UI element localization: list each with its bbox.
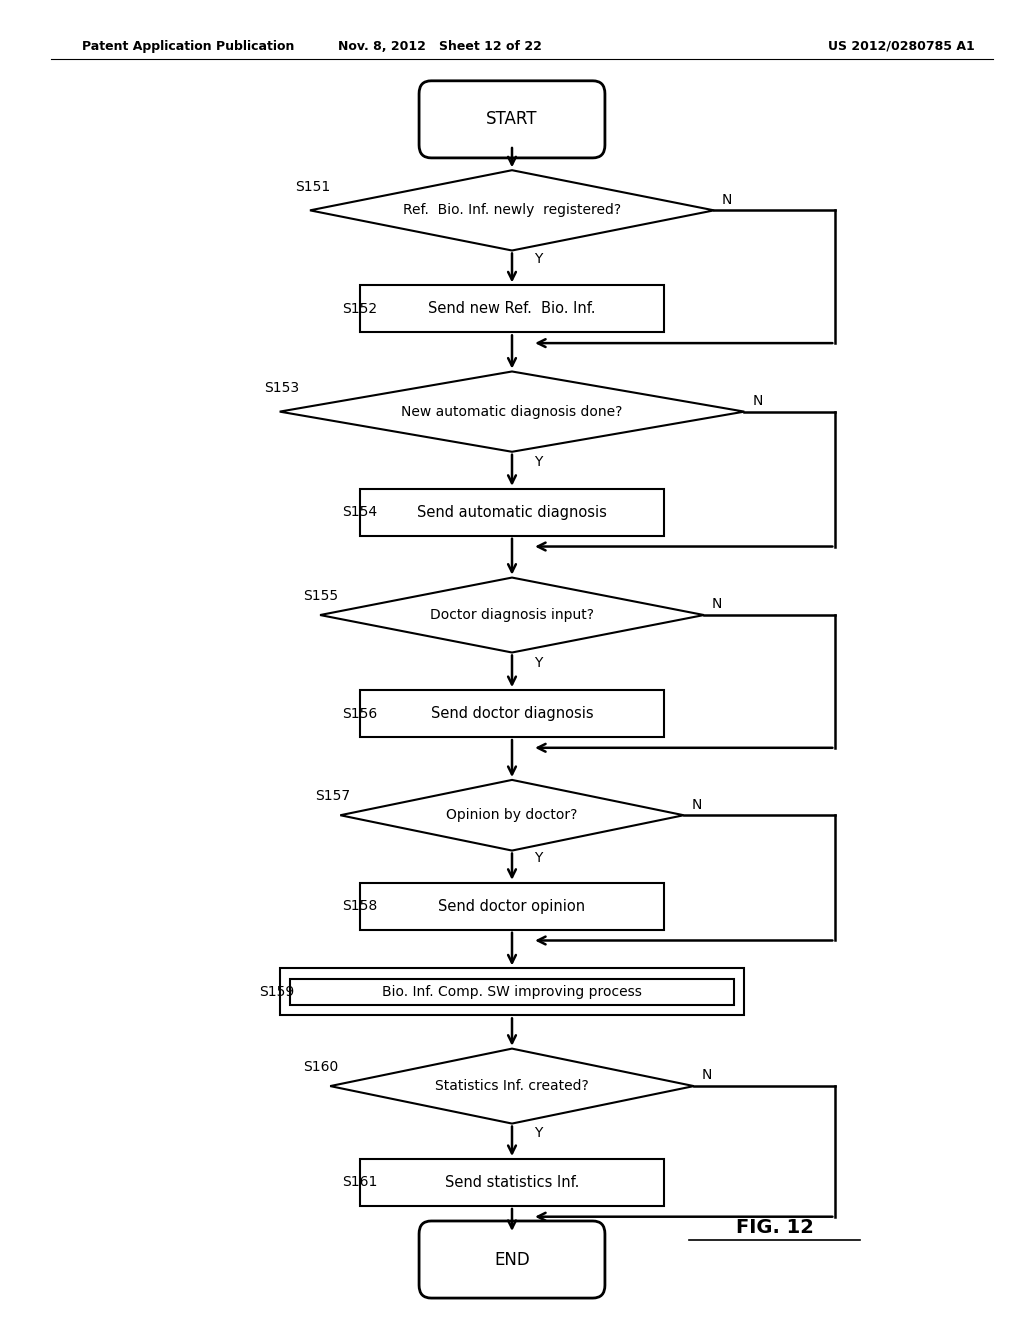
Text: N: N [692, 797, 702, 812]
Polygon shape [340, 780, 684, 850]
Text: S160: S160 [303, 1060, 338, 1074]
Text: S151: S151 [295, 180, 330, 194]
Bar [360, 285, 664, 333]
Text: Send new Ref.  Bio. Inf.: Send new Ref. Bio. Inf. [428, 301, 596, 317]
Text: Y: Y [535, 454, 543, 469]
Text: Send doctor diagnosis: Send doctor diagnosis [431, 706, 593, 721]
Text: N: N [753, 393, 763, 408]
Text: S156: S156 [342, 706, 378, 721]
Text: Doctor diagnosis input?: Doctor diagnosis input? [430, 609, 594, 622]
FancyBboxPatch shape [419, 81, 605, 158]
Text: Statistics Inf. created?: Statistics Inf. created? [435, 1078, 589, 1093]
Text: N: N [722, 193, 732, 207]
Bar [290, 979, 734, 1005]
Text: Patent Application Publication: Patent Application Publication [82, 40, 294, 53]
Text: Send statistics Inf.: Send statistics Inf. [444, 1175, 580, 1189]
Text: Y: Y [535, 851, 543, 865]
FancyBboxPatch shape [419, 1221, 605, 1298]
Bar [280, 969, 744, 1015]
Text: S152: S152 [342, 302, 378, 315]
Text: US 2012/0280785 A1: US 2012/0280785 A1 [827, 40, 975, 53]
Text: Bio. Inf. Comp. SW improving process: Bio. Inf. Comp. SW improving process [382, 985, 642, 999]
Text: START: START [486, 111, 538, 128]
Text: N: N [712, 598, 722, 611]
Text: S154: S154 [342, 506, 378, 519]
Text: Nov. 8, 2012   Sheet 12 of 22: Nov. 8, 2012 Sheet 12 of 22 [338, 40, 543, 53]
Text: S158: S158 [342, 899, 378, 913]
Bar [360, 1159, 664, 1206]
Text: S161: S161 [342, 1175, 378, 1189]
Text: Y: Y [535, 1126, 543, 1139]
Text: FIG. 12: FIG. 12 [735, 1218, 813, 1237]
Text: S155: S155 [303, 589, 338, 603]
Text: S153: S153 [264, 381, 300, 395]
Text: Opinion by doctor?: Opinion by doctor? [446, 808, 578, 822]
Polygon shape [310, 170, 714, 251]
Text: END: END [495, 1250, 529, 1269]
Polygon shape [330, 1048, 694, 1123]
Bar [360, 488, 664, 536]
Text: Send doctor opinion: Send doctor opinion [438, 899, 586, 913]
Text: S157: S157 [315, 789, 350, 803]
Text: Y: Y [535, 656, 543, 669]
Text: Y: Y [535, 252, 543, 267]
Text: Ref.  Bio. Inf. newly  registered?: Ref. Bio. Inf. newly registered? [402, 203, 622, 218]
Text: New automatic diagnosis done?: New automatic diagnosis done? [401, 405, 623, 418]
Text: Send automatic diagnosis: Send automatic diagnosis [417, 504, 607, 520]
Polygon shape [321, 578, 703, 652]
Bar [360, 690, 664, 737]
Text: S159: S159 [259, 985, 295, 999]
Polygon shape [280, 371, 744, 451]
Bar [360, 883, 664, 929]
Text: N: N [701, 1068, 713, 1082]
